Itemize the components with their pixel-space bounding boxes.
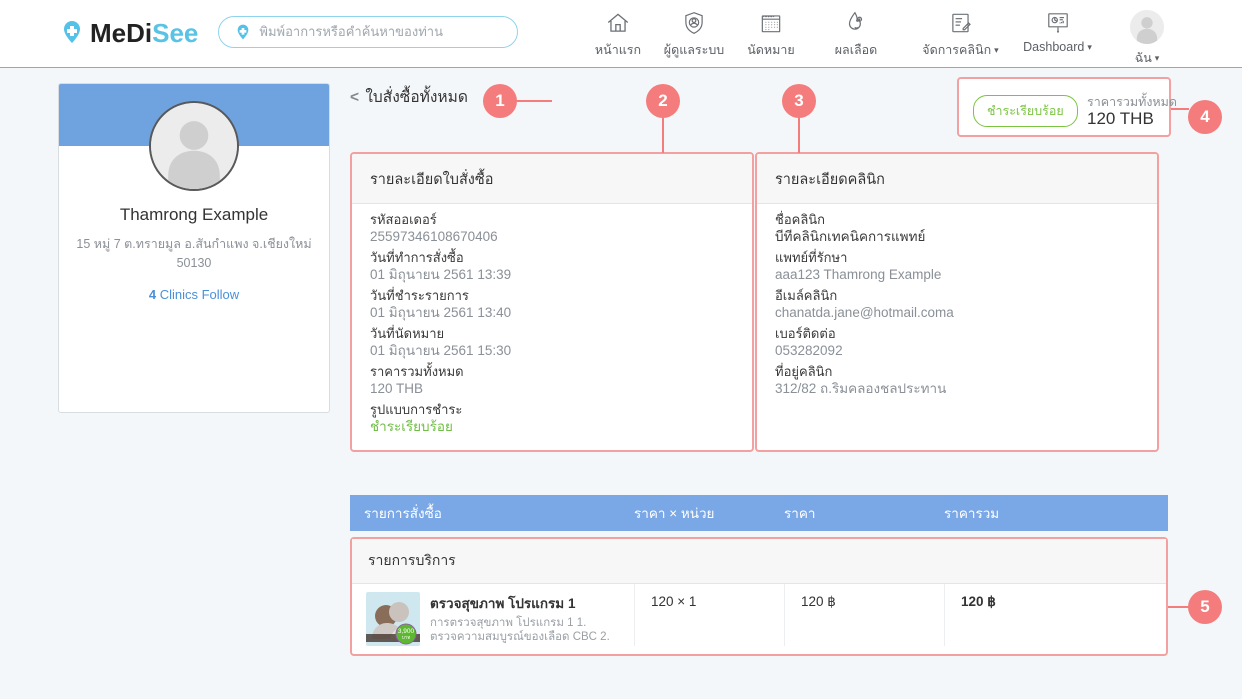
svg-text:บาท: บาท: [402, 635, 410, 640]
svg-text:3,900: 3,900: [398, 628, 415, 635]
